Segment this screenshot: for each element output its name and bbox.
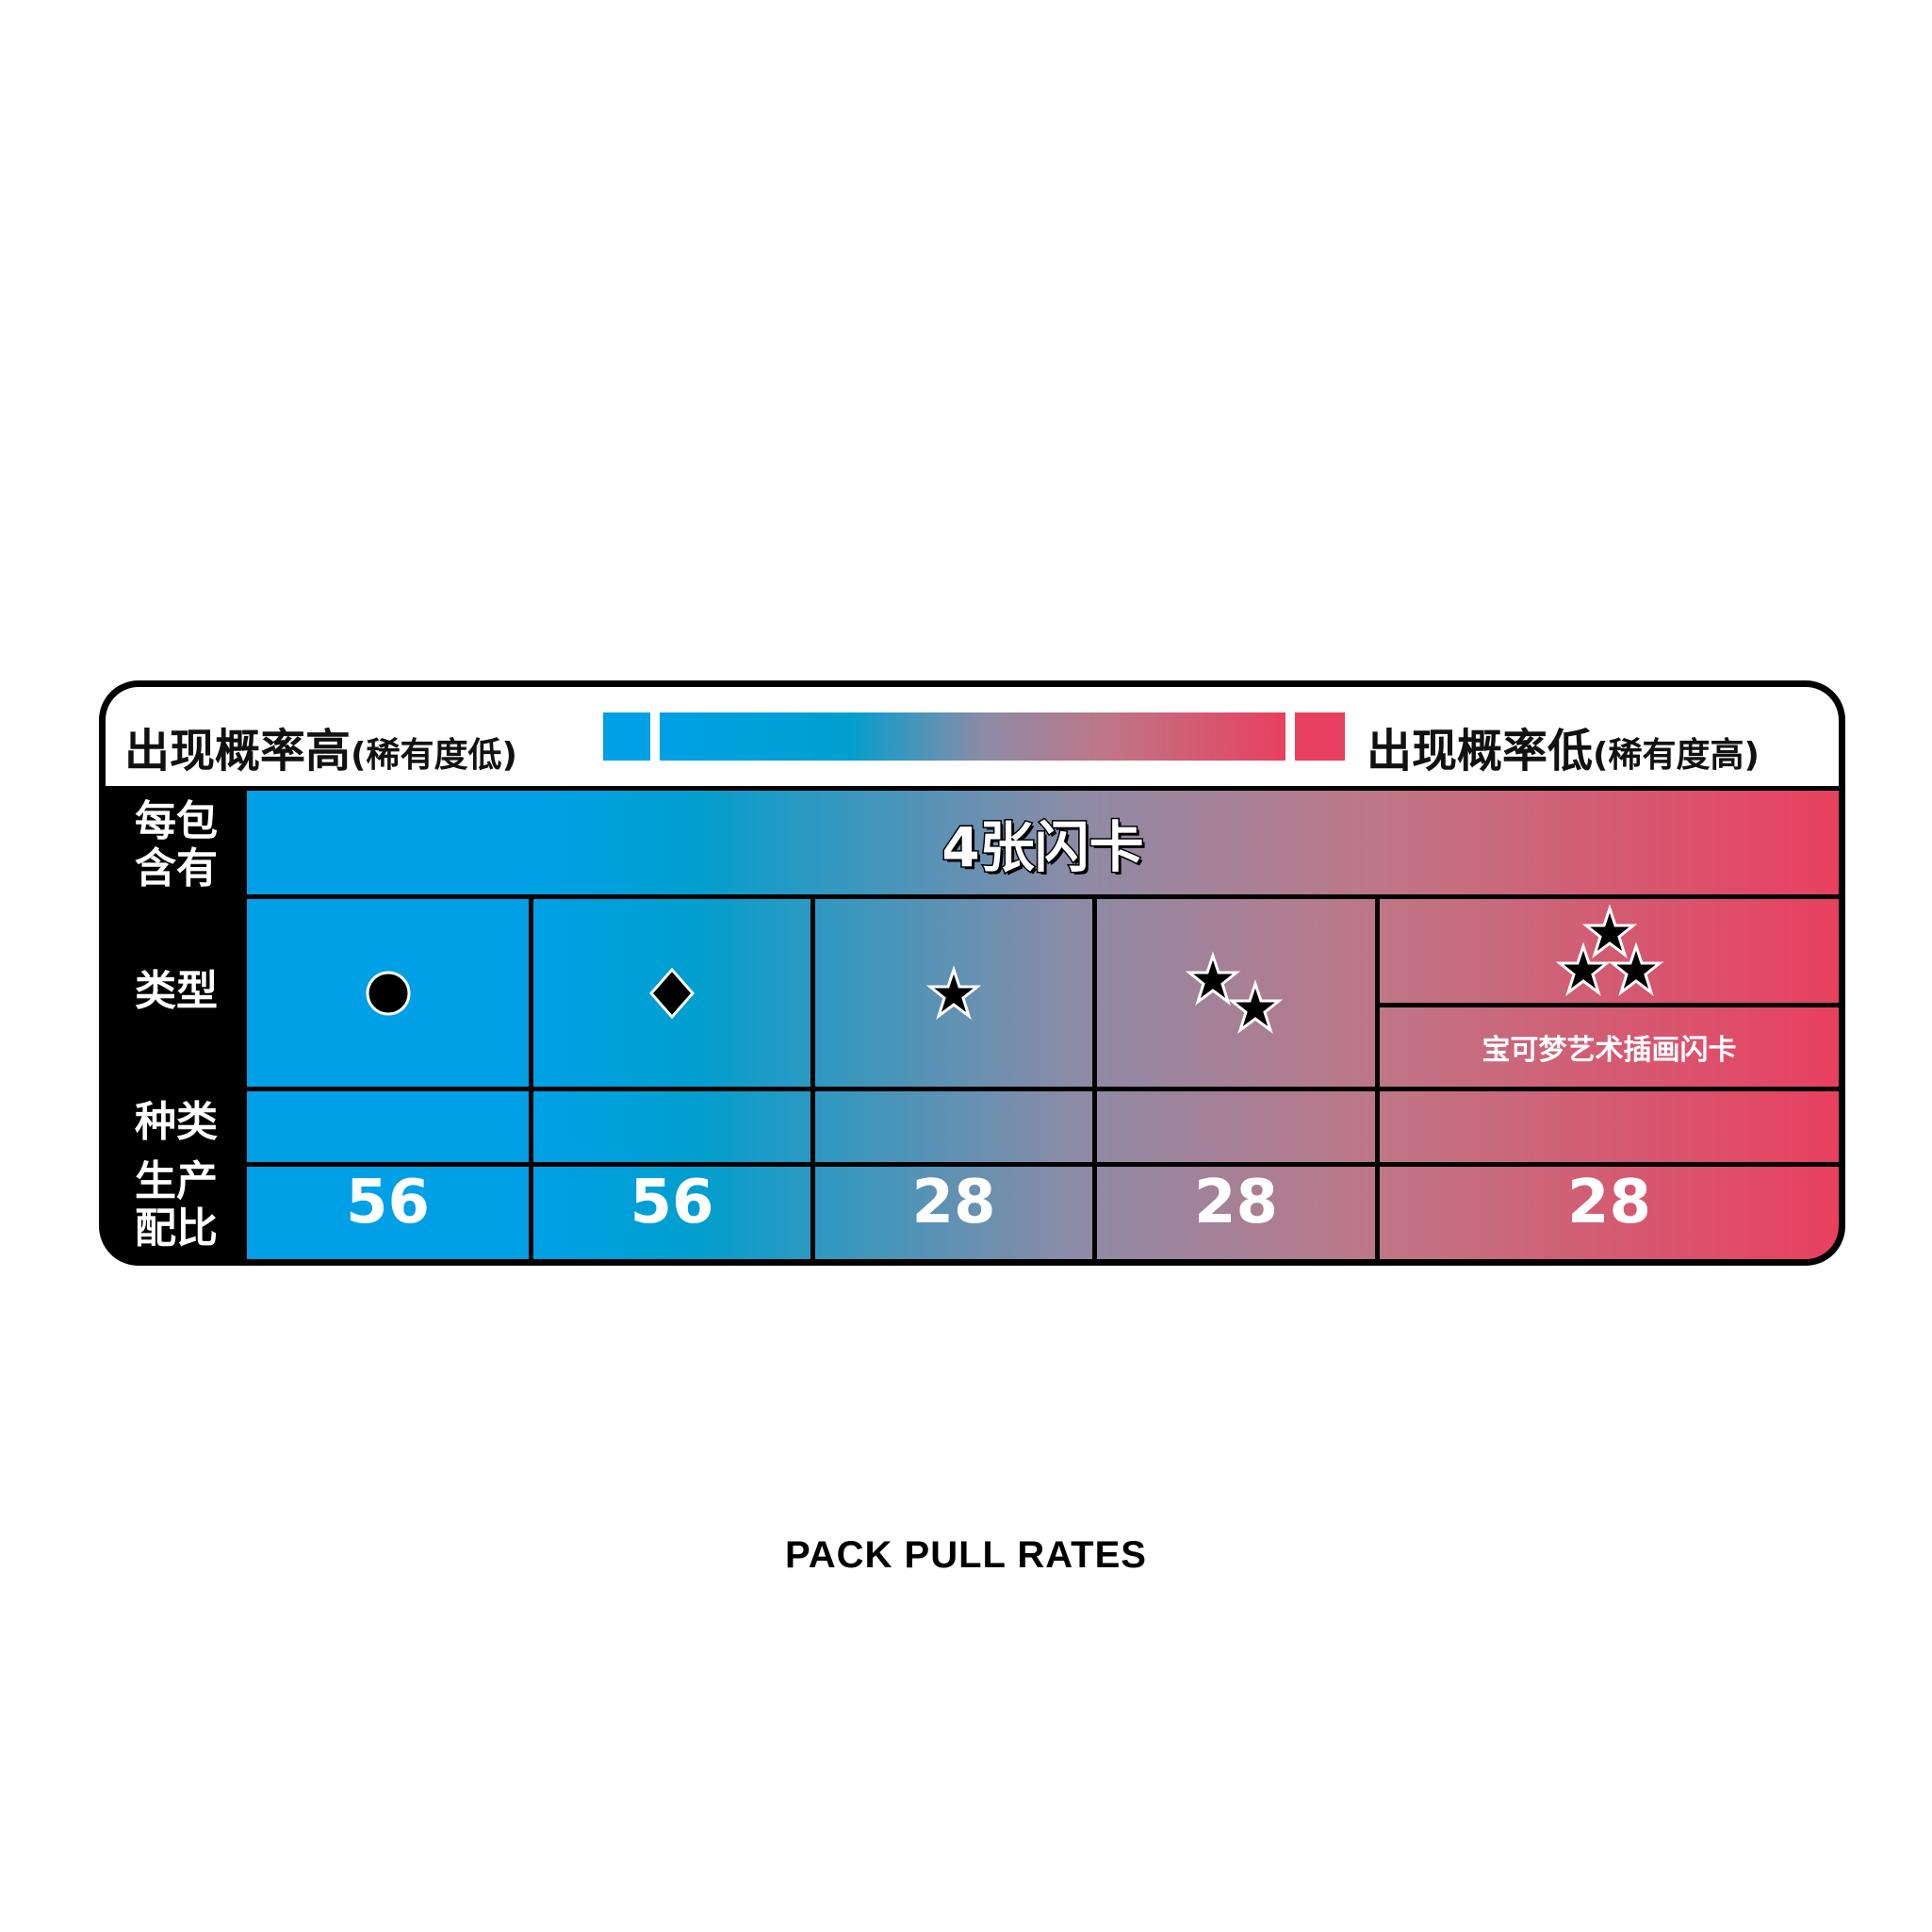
divider (247, 1162, 1839, 1167)
high-probability-title: 出现概率高 (124, 725, 352, 778)
caption: PACK PULL RATES (785, 1534, 1147, 1576)
ratio-label: 生产配比 (135, 1157, 218, 1253)
divider (1375, 894, 1380, 1259)
high-rarity-sub: (稀有度高) (1593, 736, 1760, 775)
divider (106, 786, 1839, 791)
ratio-value: 5.80% (1097, 1242, 1375, 1260)
high-probability-label: 出现概率高(稀有度低) (124, 713, 517, 779)
divider (1092, 894, 1097, 1259)
red-swatch (1295, 712, 1345, 761)
divider (529, 894, 533, 1259)
gradient-background (247, 791, 1839, 1259)
pull-rate-table: 出现概率高(稀有度低) 出现概率低(稀有度高) 每包含有 类型 种类 生产配比 … (99, 680, 1845, 1266)
per-pack-value: 4张闪卡 (941, 814, 1145, 881)
three-star-icon (1380, 899, 1839, 1003)
count-value: 56 (630, 1167, 714, 1237)
low-probability-title: 出现概率低 (1367, 725, 1594, 778)
count-value: 56 (345, 1167, 431, 1237)
type-label: 类型 (135, 967, 218, 1015)
one-star-icon (815, 899, 1092, 1087)
count-label: 种类 (135, 1098, 218, 1146)
divider (810, 894, 815, 1259)
count-value: 28 (1566, 1167, 1652, 1237)
ratio-value: 25.00% (533, 1242, 810, 1260)
divider (247, 1087, 1839, 1091)
art-rare-note: 宝可梦艺术插画闪卡 (1482, 1034, 1737, 1067)
ratio-value: 17.39% (815, 1242, 1092, 1260)
divider (247, 894, 1839, 899)
blue-swatch (603, 712, 650, 761)
low-rarity-sub: (稀有度低) (351, 736, 517, 775)
low-probability-label: 出现概率低(稀有度高) (1367, 713, 1760, 779)
count-value: 28 (1193, 1167, 1279, 1237)
circle-icon (247, 899, 529, 1087)
diamond-icon (533, 899, 810, 1087)
rarity-gradient-bar (660, 712, 1285, 761)
rarity-header: 出现概率高(稀有度低) 出现概率低(稀有度高) (106, 687, 1839, 791)
divider (1377, 1003, 1839, 1007)
per-pack-label: 每包含有 (135, 797, 218, 892)
ratio-value: 50.00% (247, 1242, 529, 1260)
two-star-icon (1097, 899, 1375, 1087)
count-value: 28 (911, 1167, 996, 1237)
ratio-value: 1.81% (1380, 1242, 1839, 1260)
